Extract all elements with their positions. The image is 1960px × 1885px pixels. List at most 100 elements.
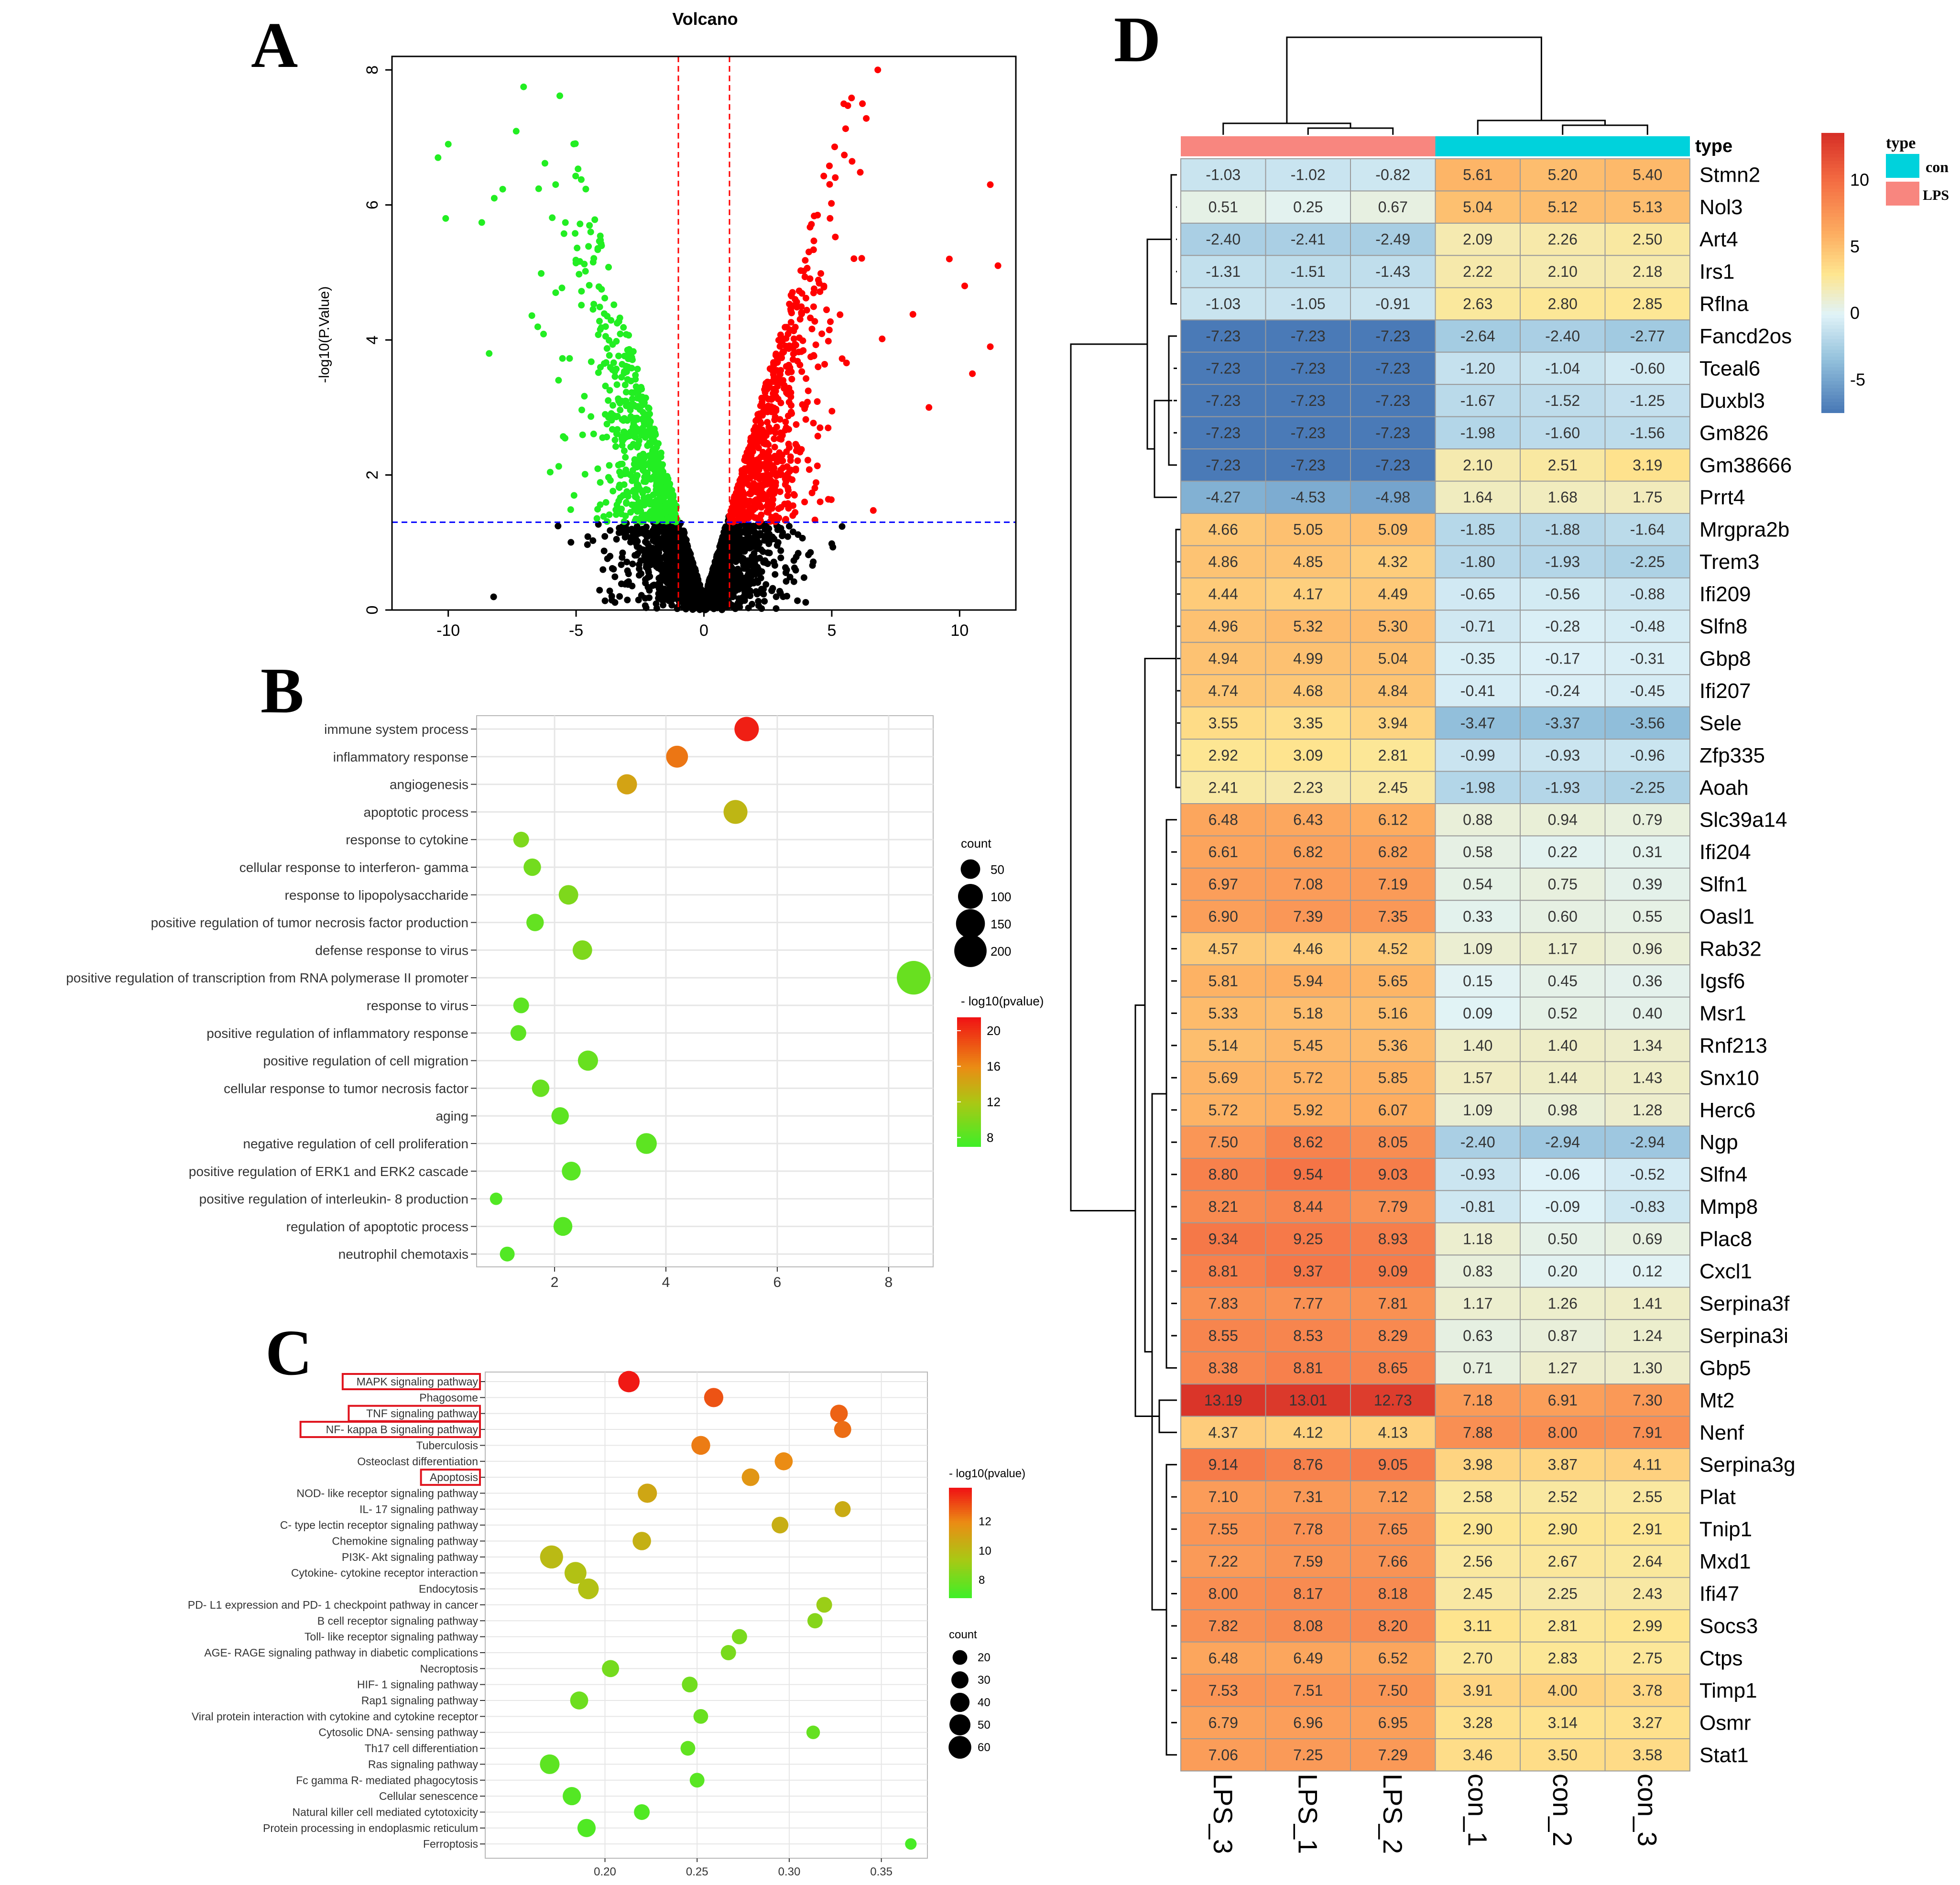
heatmap-cell bbox=[1435, 1480, 1521, 1514]
heatmap-cell bbox=[1350, 1738, 1436, 1772]
heatmap-cell-value: 7.78 bbox=[1293, 1521, 1323, 1538]
heatmap-legend-step bbox=[1821, 189, 1844, 193]
volcano-point-down bbox=[570, 492, 577, 499]
volcano-point-down bbox=[555, 463, 562, 470]
volcano-point-ns bbox=[599, 566, 607, 573]
heatmap-cell bbox=[1604, 287, 1690, 321]
heatmap-cell-value: 2.10 bbox=[1548, 263, 1578, 280]
volcano-point-up bbox=[791, 341, 798, 348]
volcano-point-up bbox=[802, 294, 809, 302]
heatmap-cell bbox=[1350, 1416, 1436, 1449]
volcano-point-up bbox=[775, 505, 782, 512]
volcano-point-down bbox=[664, 486, 671, 493]
volcano-point-ns bbox=[712, 601, 719, 608]
volcano-point-up bbox=[825, 496, 832, 503]
heatmap-cell-value: 7.51 bbox=[1293, 1682, 1323, 1699]
gene-label: Slfn8 bbox=[1699, 615, 1747, 638]
go-color-legend-step bbox=[957, 1105, 981, 1108]
go-color-legend-step bbox=[957, 1140, 981, 1143]
heatmap-cell bbox=[1265, 1448, 1351, 1482]
heatmap-cell-value: 2.90 bbox=[1548, 1521, 1578, 1538]
go-color-legend-step bbox=[957, 1075, 981, 1078]
volcano-point-up bbox=[788, 410, 795, 417]
volcano-point-ns bbox=[680, 604, 687, 611]
heatmap-legend-step bbox=[1821, 315, 1844, 319]
go-color-legend-label: 16 bbox=[987, 1059, 1001, 1073]
volcano-point-up bbox=[828, 200, 835, 207]
heatmap-cell-value: -1.67 bbox=[1460, 392, 1495, 409]
heatmap-legend-step bbox=[1821, 133, 1844, 137]
heatmap-cell-value: -1.93 bbox=[1545, 779, 1580, 796]
heatmap-cell bbox=[1520, 480, 1606, 514]
panel-letter-a: A bbox=[251, 10, 298, 81]
volcano-point-up bbox=[782, 426, 789, 434]
heatmap-legend-step bbox=[1821, 199, 1844, 204]
heatmap-legend-step bbox=[1821, 171, 1844, 175]
kegg-color-legend-step bbox=[949, 1569, 972, 1572]
annotation-cell-con bbox=[1605, 136, 1690, 156]
volcano-point-up bbox=[762, 380, 770, 387]
heatmap-cell-value: 1.41 bbox=[1633, 1295, 1662, 1312]
go-term-label: negative regulation of cell proliferatio… bbox=[243, 1136, 468, 1151]
go-color-legend-step bbox=[957, 1101, 981, 1104]
volcano-point-up bbox=[791, 491, 798, 499]
volcano-point-up bbox=[796, 361, 804, 369]
volcano-point-down bbox=[541, 160, 548, 167]
volcano-point-up bbox=[806, 275, 814, 282]
kegg-point bbox=[540, 1545, 563, 1569]
volcano-point-down bbox=[621, 370, 628, 377]
volcano-point-down bbox=[613, 381, 621, 388]
heatmap-legend-step bbox=[1821, 370, 1844, 375]
go-color-legend-step bbox=[957, 1024, 981, 1026]
heatmap-legend-step bbox=[1821, 283, 1844, 287]
heatmap-cell bbox=[1180, 642, 1266, 676]
heatmap-cell-value: 2.67 bbox=[1548, 1553, 1578, 1570]
volcano-point-up bbox=[782, 418, 789, 425]
heatmap-cell bbox=[1350, 1545, 1436, 1578]
heatmap-cell bbox=[1350, 1029, 1436, 1062]
go-size-legend-dot bbox=[960, 859, 980, 879]
kegg-color-legend-step bbox=[949, 1567, 972, 1570]
heatmap-cell bbox=[1604, 1254, 1690, 1288]
volcano-point-down bbox=[627, 406, 634, 414]
heatmap-cell bbox=[1265, 1093, 1351, 1127]
heatmap-cell bbox=[1350, 351, 1436, 385]
volcano-point-ns bbox=[745, 534, 752, 541]
volcano-point-down bbox=[614, 426, 621, 433]
volcano-point-ns bbox=[655, 585, 663, 592]
volcano-point-up bbox=[806, 466, 813, 473]
sample-label: LPS_3 bbox=[1208, 1774, 1238, 1854]
kegg-color-legend-step bbox=[949, 1591, 972, 1594]
volcano-point-ns bbox=[697, 587, 704, 593]
volcano-point-up bbox=[790, 335, 797, 342]
volcano-point-down bbox=[622, 389, 630, 396]
volcano-point-ns bbox=[589, 537, 597, 544]
volcano-point-ns bbox=[829, 544, 837, 551]
kegg-point bbox=[720, 1645, 736, 1660]
heatmap-cell-value: 8.44 bbox=[1293, 1198, 1323, 1215]
kegg-color-legend-step bbox=[949, 1492, 972, 1495]
volcano-point-up bbox=[987, 181, 994, 188]
gene-label: Trem3 bbox=[1699, 550, 1760, 574]
volcano-point-up bbox=[751, 497, 759, 504]
go-color-legend-step bbox=[957, 1086, 981, 1089]
annotation-cell-con bbox=[1435, 136, 1520, 156]
kegg-color-legend-step bbox=[949, 1560, 972, 1563]
volcano-point-ns bbox=[740, 555, 747, 562]
volcano-point-down bbox=[611, 373, 619, 380]
volcano-point-ns bbox=[613, 536, 620, 543]
volcano-point-up bbox=[773, 350, 780, 358]
go-color-legend-step bbox=[957, 1079, 981, 1082]
heatmap-cell bbox=[1604, 964, 1690, 998]
heatmap-cell bbox=[1180, 803, 1266, 837]
heatmap-cell bbox=[1520, 1384, 1606, 1417]
volcano-point-ns bbox=[710, 582, 718, 589]
heatmap-legend-step bbox=[1821, 336, 1844, 340]
go-color-legend-step bbox=[957, 1052, 981, 1055]
volcano-point-down bbox=[617, 330, 624, 338]
volcano-point-ns bbox=[635, 561, 642, 568]
volcano-point-up bbox=[787, 307, 795, 315]
heatmap-cell-value: 13.01 bbox=[1289, 1392, 1327, 1409]
heatmap-legend-step bbox=[1821, 150, 1844, 154]
panel-letter-d: D bbox=[1114, 4, 1161, 76]
